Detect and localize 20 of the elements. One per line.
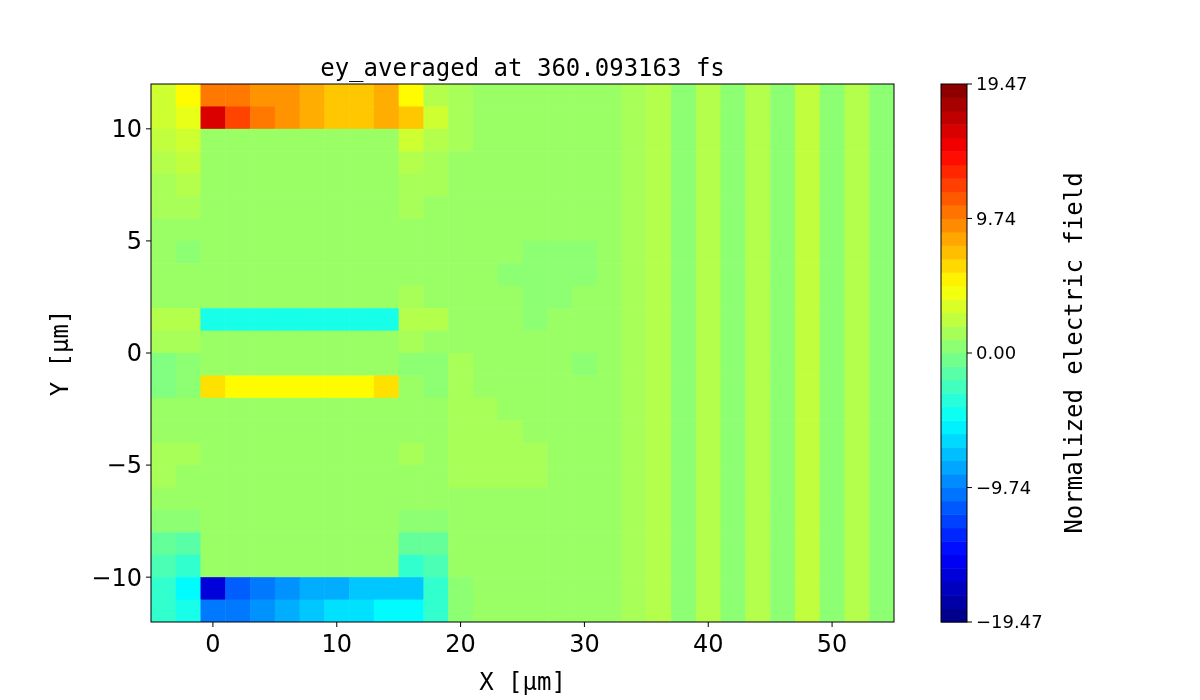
- x-tick-label: 20: [445, 630, 476, 658]
- chart-title: ey_averaged at 360.093163 fs: [320, 54, 725, 82]
- x-tick-label: 10: [321, 630, 353, 658]
- y-axis-title: Y [μm]: [46, 309, 74, 397]
- y-tick-label: −5: [106, 451, 142, 480]
- color-bar-title: Normalized electric field: [1060, 172, 1088, 534]
- y-tick-label: 0: [126, 339, 142, 368]
- x-tick-label: 50: [816, 630, 848, 658]
- y-tick-label: −10: [91, 563, 142, 592]
- x-tick-label: 30: [569, 630, 600, 658]
- color-bar-label: 9.74: [976, 207, 1017, 229]
- x-axis-title: X [μm]: [479, 668, 566, 696]
- color-bar-label: −19.47: [976, 611, 1043, 633]
- y-tick-label: 10: [111, 115, 142, 144]
- color-bar-label: 19.47: [976, 73, 1028, 95]
- x-tick-label: 0: [205, 630, 221, 658]
- x-tick-label: 40: [692, 630, 724, 658]
- color-bar-label: −9.74: [976, 476, 1032, 498]
- color-bar-label: 0.00: [976, 342, 1017, 364]
- y-tick-label: 5: [126, 227, 142, 256]
